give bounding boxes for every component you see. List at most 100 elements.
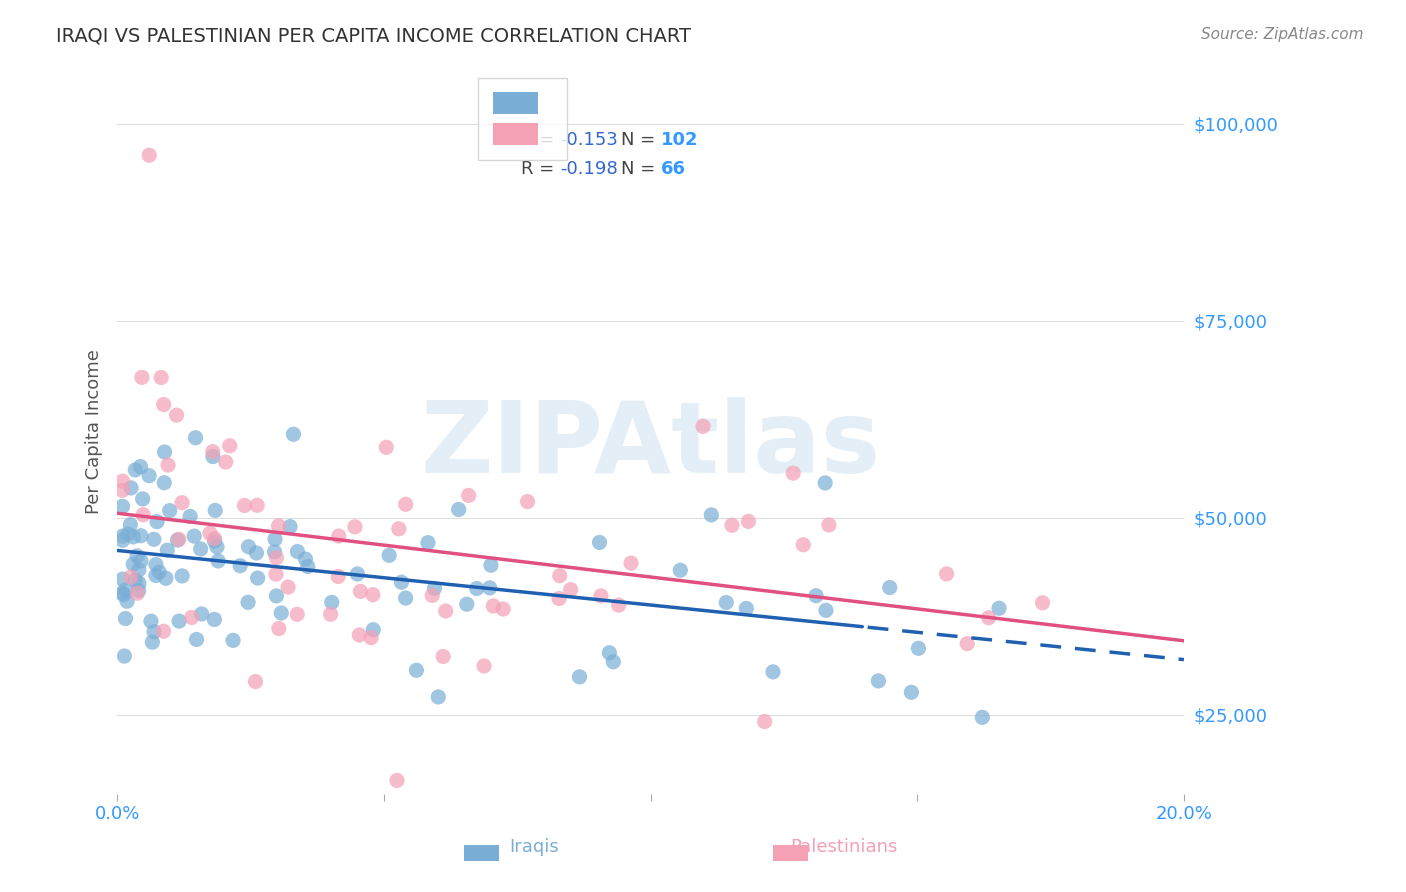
- Iraqis: [868, 673, 890, 688]
- Palestinians: [245, 674, 267, 689]
- Text: Iraqis: Iraqis: [509, 838, 560, 856]
- Iraqis: [127, 549, 149, 563]
- Iraqis: [716, 595, 738, 609]
- Text: Source: ZipAtlas.com: Source: ZipAtlas.com: [1201, 27, 1364, 42]
- Iraqis: [456, 597, 478, 611]
- Iraqis: [988, 601, 1011, 615]
- Iraqis: [111, 572, 134, 586]
- Palestinians: [935, 566, 957, 581]
- Text: N =: N =: [621, 130, 661, 149]
- Iraqis: [205, 540, 228, 554]
- Palestinians: [754, 714, 776, 729]
- Iraqis: [167, 614, 190, 628]
- Iraqis: [246, 571, 269, 585]
- Iraqis: [122, 557, 145, 571]
- Iraqis: [120, 517, 142, 532]
- Palestinians: [233, 499, 256, 513]
- Iraqis: [222, 633, 245, 648]
- Palestinians: [343, 520, 366, 534]
- Palestinians: [267, 622, 290, 636]
- Palestinians: [152, 398, 174, 412]
- Iraqis: [395, 591, 418, 605]
- Palestinians: [111, 483, 134, 498]
- Iraqis: [124, 463, 146, 477]
- Iraqis: [143, 624, 166, 639]
- Iraqis: [321, 595, 343, 609]
- Iraqis: [416, 535, 439, 549]
- Iraqis: [201, 450, 224, 464]
- Palestinians: [516, 494, 538, 508]
- Palestinians: [472, 659, 495, 673]
- Iraqis: [114, 611, 136, 625]
- Palestinians: [152, 624, 174, 639]
- Iraqis: [478, 581, 501, 595]
- Iraqis: [145, 568, 167, 582]
- Iraqis: [172, 569, 194, 583]
- Palestinians: [167, 533, 190, 547]
- Text: ZIPAtlas: ZIPAtlas: [420, 397, 880, 494]
- Iraqis: [814, 603, 837, 617]
- Iraqis: [128, 576, 150, 591]
- Iraqis: [139, 614, 162, 628]
- Text: IRAQI VS PALESTINIAN PER CAPITA INCOME CORRELATION CHART: IRAQI VS PALESTINIAN PER CAPITA INCOME C…: [56, 27, 692, 45]
- Palestinians: [385, 773, 408, 788]
- Iraqis: [179, 509, 201, 524]
- Iraqis: [427, 690, 450, 704]
- Iraqis: [166, 533, 188, 548]
- Iraqis: [907, 641, 929, 656]
- Iraqis: [264, 532, 287, 546]
- Iraqis: [122, 530, 145, 544]
- Iraqis: [229, 558, 252, 573]
- Iraqis: [114, 582, 136, 597]
- Palestinians: [548, 591, 571, 606]
- Iraqis: [111, 533, 134, 548]
- Iraqis: [120, 481, 142, 495]
- Iraqis: [156, 543, 179, 558]
- Iraqis: [190, 607, 212, 621]
- Iraqis: [131, 491, 153, 506]
- Palestinians: [166, 408, 188, 422]
- Iraqis: [141, 635, 163, 649]
- Palestinians: [246, 498, 269, 512]
- Iraqis: [972, 710, 994, 724]
- Iraqis: [153, 475, 176, 490]
- Iraqis: [361, 623, 384, 637]
- Palestinians: [360, 631, 382, 645]
- Palestinians: [620, 556, 643, 570]
- Palestinians: [589, 589, 612, 603]
- Text: 66: 66: [661, 160, 686, 178]
- Palestinians: [266, 550, 288, 565]
- Palestinians: [201, 444, 224, 458]
- Palestinians: [432, 649, 454, 664]
- Palestinians: [737, 515, 759, 529]
- Palestinians: [361, 588, 384, 602]
- Palestinians: [956, 637, 979, 651]
- Iraqis: [184, 431, 207, 445]
- Palestinians: [782, 466, 804, 480]
- Iraqis: [700, 508, 723, 522]
- Iraqis: [142, 533, 165, 547]
- Palestinians: [120, 570, 142, 584]
- Iraqis: [405, 663, 427, 677]
- Iraqis: [204, 503, 226, 517]
- Iraqis: [297, 559, 319, 574]
- Iraqis: [183, 529, 205, 543]
- Palestinians: [349, 584, 371, 599]
- Palestinians: [457, 488, 479, 502]
- Palestinians: [170, 496, 193, 510]
- Iraqis: [153, 445, 176, 459]
- Iraqis: [568, 670, 591, 684]
- Legend: , : ,: [478, 78, 567, 160]
- Iraqis: [879, 581, 901, 595]
- Palestinians: [215, 455, 238, 469]
- Palestinians: [264, 567, 287, 582]
- Palestinians: [818, 518, 841, 533]
- Iraqis: [202, 612, 225, 626]
- Text: N =: N =: [621, 160, 661, 178]
- Iraqis: [238, 540, 260, 554]
- Palestinians: [388, 522, 411, 536]
- Palestinians: [150, 370, 173, 384]
- Palestinians: [349, 628, 371, 642]
- Palestinians: [560, 582, 582, 597]
- Iraqis: [278, 519, 301, 533]
